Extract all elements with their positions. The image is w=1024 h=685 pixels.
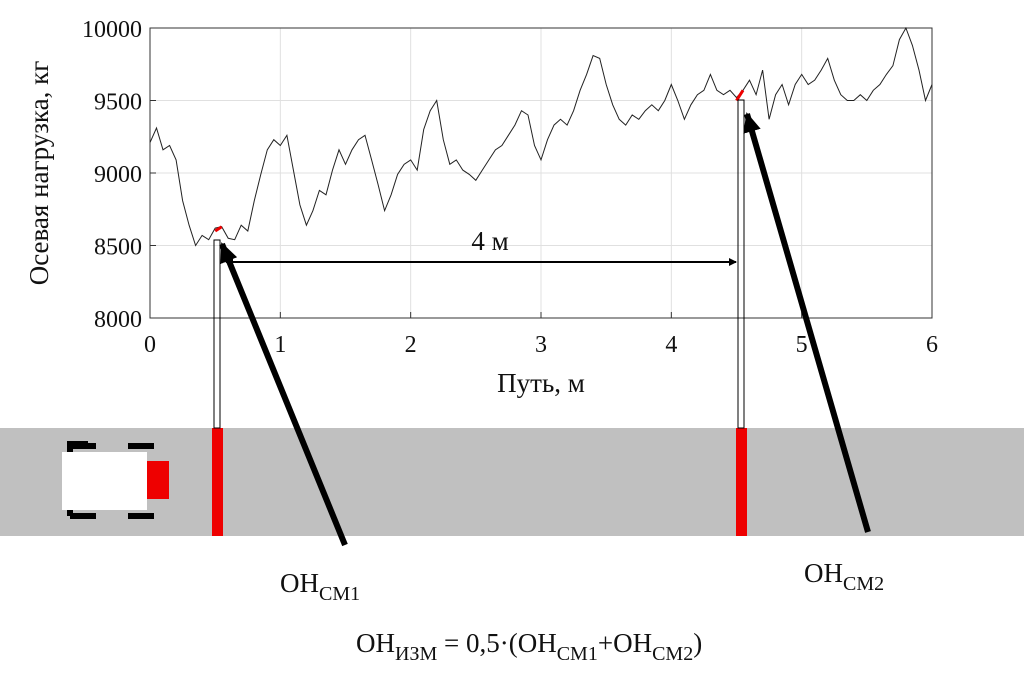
formula: ОНИЗМ = 0,5·(ОНСМ1+ОНСМ2) [356, 628, 702, 665]
data-line [149, 26, 933, 247]
x-tick-label: 4 [665, 332, 677, 358]
sensor [736, 428, 747, 536]
x-tick-label: 3 [535, 332, 547, 358]
sensor-guide [213, 239, 221, 429]
y-tick-label: 10000 [82, 17, 142, 43]
car [62, 441, 169, 519]
pointer-arrow [743, 112, 871, 533]
pointer-arrow [219, 242, 348, 547]
formula-sub: СМ1 [557, 643, 598, 665]
label-main: ОН [280, 568, 319, 598]
x-tick-label: 6 [926, 332, 938, 358]
x-tick-label: 1 [274, 332, 286, 358]
formula-sub: СМ2 [652, 643, 693, 665]
label-sub: СМ1 [319, 583, 360, 605]
x-tick-label: 5 [796, 332, 808, 358]
x-axis-label: Путь, м [497, 368, 585, 398]
formula-part: ОН [356, 628, 395, 658]
y-tick-label: 9500 [94, 90, 142, 116]
y-tick-label: 9000 [94, 162, 142, 188]
sensor [212, 428, 223, 536]
distance-label: 4 м [471, 226, 508, 256]
label-sub: СМ2 [843, 573, 884, 595]
x-tick-label: 0 [144, 332, 156, 358]
formula-part: ) [693, 628, 702, 658]
axes-frame [149, 27, 933, 319]
x-tick-label: 2 [405, 332, 417, 358]
formula-part: = 0,5·(ОН [437, 628, 556, 658]
label-main: ОН [804, 558, 843, 588]
y-axis-label: Осевая нагрузка, кг [24, 61, 54, 286]
formula-sub: ИЗМ [395, 643, 437, 665]
sensor-label: ОНСМ2 [804, 558, 884, 595]
plot: 0 1 2 3 4 5 6 8000 8500 9000 9500 10000 Путь, м Осева… [24, 17, 938, 398]
sensor-label: ОНСМ1 [280, 568, 360, 605]
y-tick-label: 8500 [94, 235, 142, 261]
data-line [214, 89, 745, 233]
sensor-guide [737, 99, 745, 429]
y-tick-label: 8000 [94, 307, 142, 333]
formula-part: +ОН [598, 628, 652, 658]
